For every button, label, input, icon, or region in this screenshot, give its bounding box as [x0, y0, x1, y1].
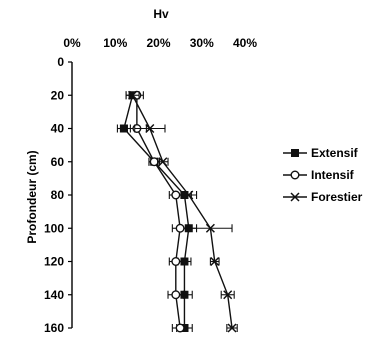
x-tick-label: 10% [103, 36, 127, 50]
data-point [149, 157, 159, 167]
data-point [180, 257, 189, 266]
data-point [205, 223, 215, 233]
x-axis-title: Hv [153, 7, 169, 21]
data-point [227, 323, 237, 333]
series-line [123, 95, 190, 328]
x-tick-label: 20% [146, 36, 170, 50]
legend-label: Intensif [311, 168, 355, 182]
series-line [136, 95, 181, 329]
x-tick-label: 0% [63, 36, 81, 50]
data-point [175, 223, 185, 233]
data-point [210, 256, 220, 267]
data-point [175, 323, 185, 333]
y-axis-title: Profondeur (cm) [25, 150, 39, 243]
x-tick-label: 40% [233, 36, 257, 50]
y-tick-label: 100 [44, 221, 64, 235]
data-point [171, 290, 181, 300]
data-point [184, 190, 194, 200]
y-tick-label: 80 [51, 188, 65, 202]
data-point [171, 257, 181, 267]
y-tick-label: 160 [44, 321, 64, 335]
y-tick-label: 60 [51, 155, 65, 169]
legend-marker [290, 192, 300, 202]
series-intensif [126, 90, 189, 333]
series-layer [116, 90, 238, 333]
data-point [180, 290, 189, 299]
legend-item-forestier: Forestier [283, 190, 363, 204]
axes: 0% 10% 20% 30% 40% 0 20 40 60 80 100 120 140 160 [44, 36, 257, 335]
data-point [128, 90, 138, 100]
y-tick-label: 20 [51, 88, 65, 102]
legend-item-intensif: Intensif [283, 168, 355, 182]
legend-marker [290, 170, 300, 180]
data-point [158, 157, 168, 167]
legend: Extensif Intensif Forestier [283, 146, 363, 204]
legend-item-extensif: Extensif [283, 146, 359, 160]
data-point [171, 190, 181, 200]
series-line [131, 94, 233, 329]
data-point [145, 123, 155, 134]
y-tick-label: 40 [51, 122, 65, 136]
legend-label: Forestier [311, 190, 363, 204]
y-tick-label: 120 [44, 255, 64, 269]
legend-marker [291, 149, 299, 157]
series-forestier [125, 90, 238, 333]
series-extensif [116, 91, 198, 332]
data-point [223, 290, 233, 300]
data-point [119, 124, 128, 133]
x-tick-label: 30% [190, 36, 214, 50]
y-tick-label: 140 [44, 288, 64, 302]
legend-label: Extensif [311, 146, 359, 160]
y-tick-label: 0 [57, 55, 64, 69]
